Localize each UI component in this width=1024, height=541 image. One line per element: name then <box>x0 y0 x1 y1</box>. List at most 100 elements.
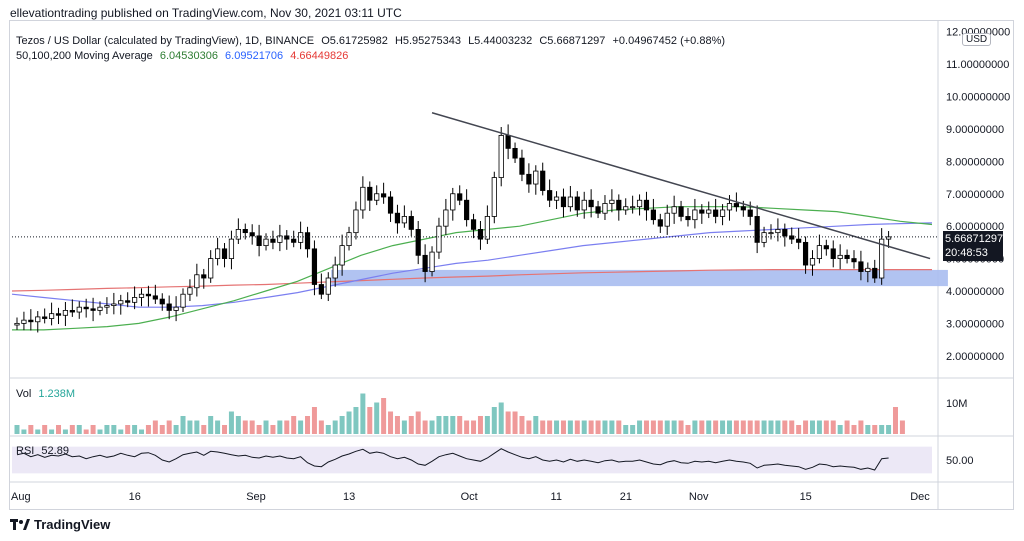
candle-body <box>754 216 760 243</box>
candle <box>470 213 477 239</box>
candle <box>83 298 89 318</box>
volume-bar <box>581 420 587 434</box>
volume-bar <box>574 420 580 434</box>
candle-body <box>719 209 726 217</box>
candle <box>595 200 601 219</box>
candle <box>443 198 449 235</box>
rsi-label: RSI <box>16 445 35 457</box>
candle-body <box>55 313 62 316</box>
ohlc-high: H5.95275343 <box>394 35 461 47</box>
candle <box>560 188 567 218</box>
candle <box>346 226 352 251</box>
volume-bar <box>498 402 504 434</box>
candle <box>387 191 394 222</box>
volume-bar <box>560 420 566 434</box>
candle <box>616 194 622 221</box>
volume-bar <box>637 420 643 434</box>
candle-body <box>353 209 359 234</box>
candle-body <box>650 209 656 221</box>
candle <box>256 224 262 257</box>
volume-bar <box>477 416 483 434</box>
candle-body <box>533 170 539 185</box>
vol-value: 1.238M <box>38 388 76 400</box>
tradingview-icon <box>10 518 30 530</box>
candle <box>719 204 726 226</box>
candle-body <box>249 232 255 237</box>
candle-body <box>761 232 767 243</box>
volume-bar <box>643 420 649 434</box>
candle-body <box>588 199 594 208</box>
candle-body <box>201 274 207 279</box>
candle-body <box>768 232 774 235</box>
candle <box>339 234 345 276</box>
currency-button[interactable]: USD <box>962 33 992 46</box>
volume-bar <box>720 420 726 434</box>
volume-bar <box>401 420 407 434</box>
candle <box>464 189 470 227</box>
volume-bar <box>713 420 719 434</box>
candle <box>360 176 366 219</box>
volume-bar <box>69 425 75 434</box>
candle-body <box>484 216 490 240</box>
candle-body <box>194 274 200 289</box>
volume-bar <box>754 420 760 434</box>
volume-bar <box>789 420 795 434</box>
candle-body <box>464 199 470 221</box>
volume-bar <box>318 420 324 434</box>
candle <box>457 185 463 206</box>
candle-body <box>477 229 484 240</box>
vol-label: Vol <box>16 388 32 400</box>
volume-bar <box>408 416 414 434</box>
candle-body <box>284 235 290 240</box>
volume-bar <box>166 420 172 434</box>
candle-body <box>374 193 380 201</box>
candle <box>533 165 539 195</box>
candle <box>21 311 27 331</box>
candle-body <box>699 209 705 214</box>
candle-body <box>553 196 560 201</box>
volume-bar <box>761 420 767 434</box>
volume-bar <box>56 425 62 434</box>
volume-bar <box>872 425 878 434</box>
candle-body <box>187 287 193 295</box>
candle-body <box>865 267 871 272</box>
volume-bar <box>235 416 241 434</box>
candle-body <box>173 306 179 311</box>
candle <box>173 296 179 322</box>
candle <box>42 308 48 324</box>
volume-bar <box>305 416 311 434</box>
candle <box>872 259 878 283</box>
candle <box>277 224 283 252</box>
ma200-line <box>11 269 932 292</box>
candle <box>311 240 318 296</box>
candle-body <box>560 196 567 208</box>
volume-bar <box>298 420 304 434</box>
x-tick-label: 13 <box>343 491 355 503</box>
candle <box>367 181 373 211</box>
candle <box>208 250 214 283</box>
candle <box>118 294 124 315</box>
candle-body <box>602 203 608 214</box>
volume-bar <box>443 416 449 434</box>
candle-body <box>332 264 338 279</box>
last-price-tag: 5.66871297 20:48:53 <box>943 231 1003 261</box>
candle <box>768 224 774 240</box>
candle <box>194 263 200 297</box>
candle <box>830 240 836 268</box>
candle-body <box>215 248 221 259</box>
candle <box>138 288 145 307</box>
volume-bar <box>899 420 905 434</box>
candle <box>526 163 532 193</box>
volume-bar <box>775 420 781 434</box>
candle <box>180 288 186 313</box>
candle <box>879 228 885 285</box>
volume-bar <box>394 416 400 434</box>
tradingview-logo[interactable]: TradingView <box>10 517 110 532</box>
candle <box>429 246 435 277</box>
candle-body <box>62 310 69 316</box>
candle-body <box>429 251 435 272</box>
candle <box>588 189 594 218</box>
candle <box>796 228 802 250</box>
candle <box>284 230 290 250</box>
